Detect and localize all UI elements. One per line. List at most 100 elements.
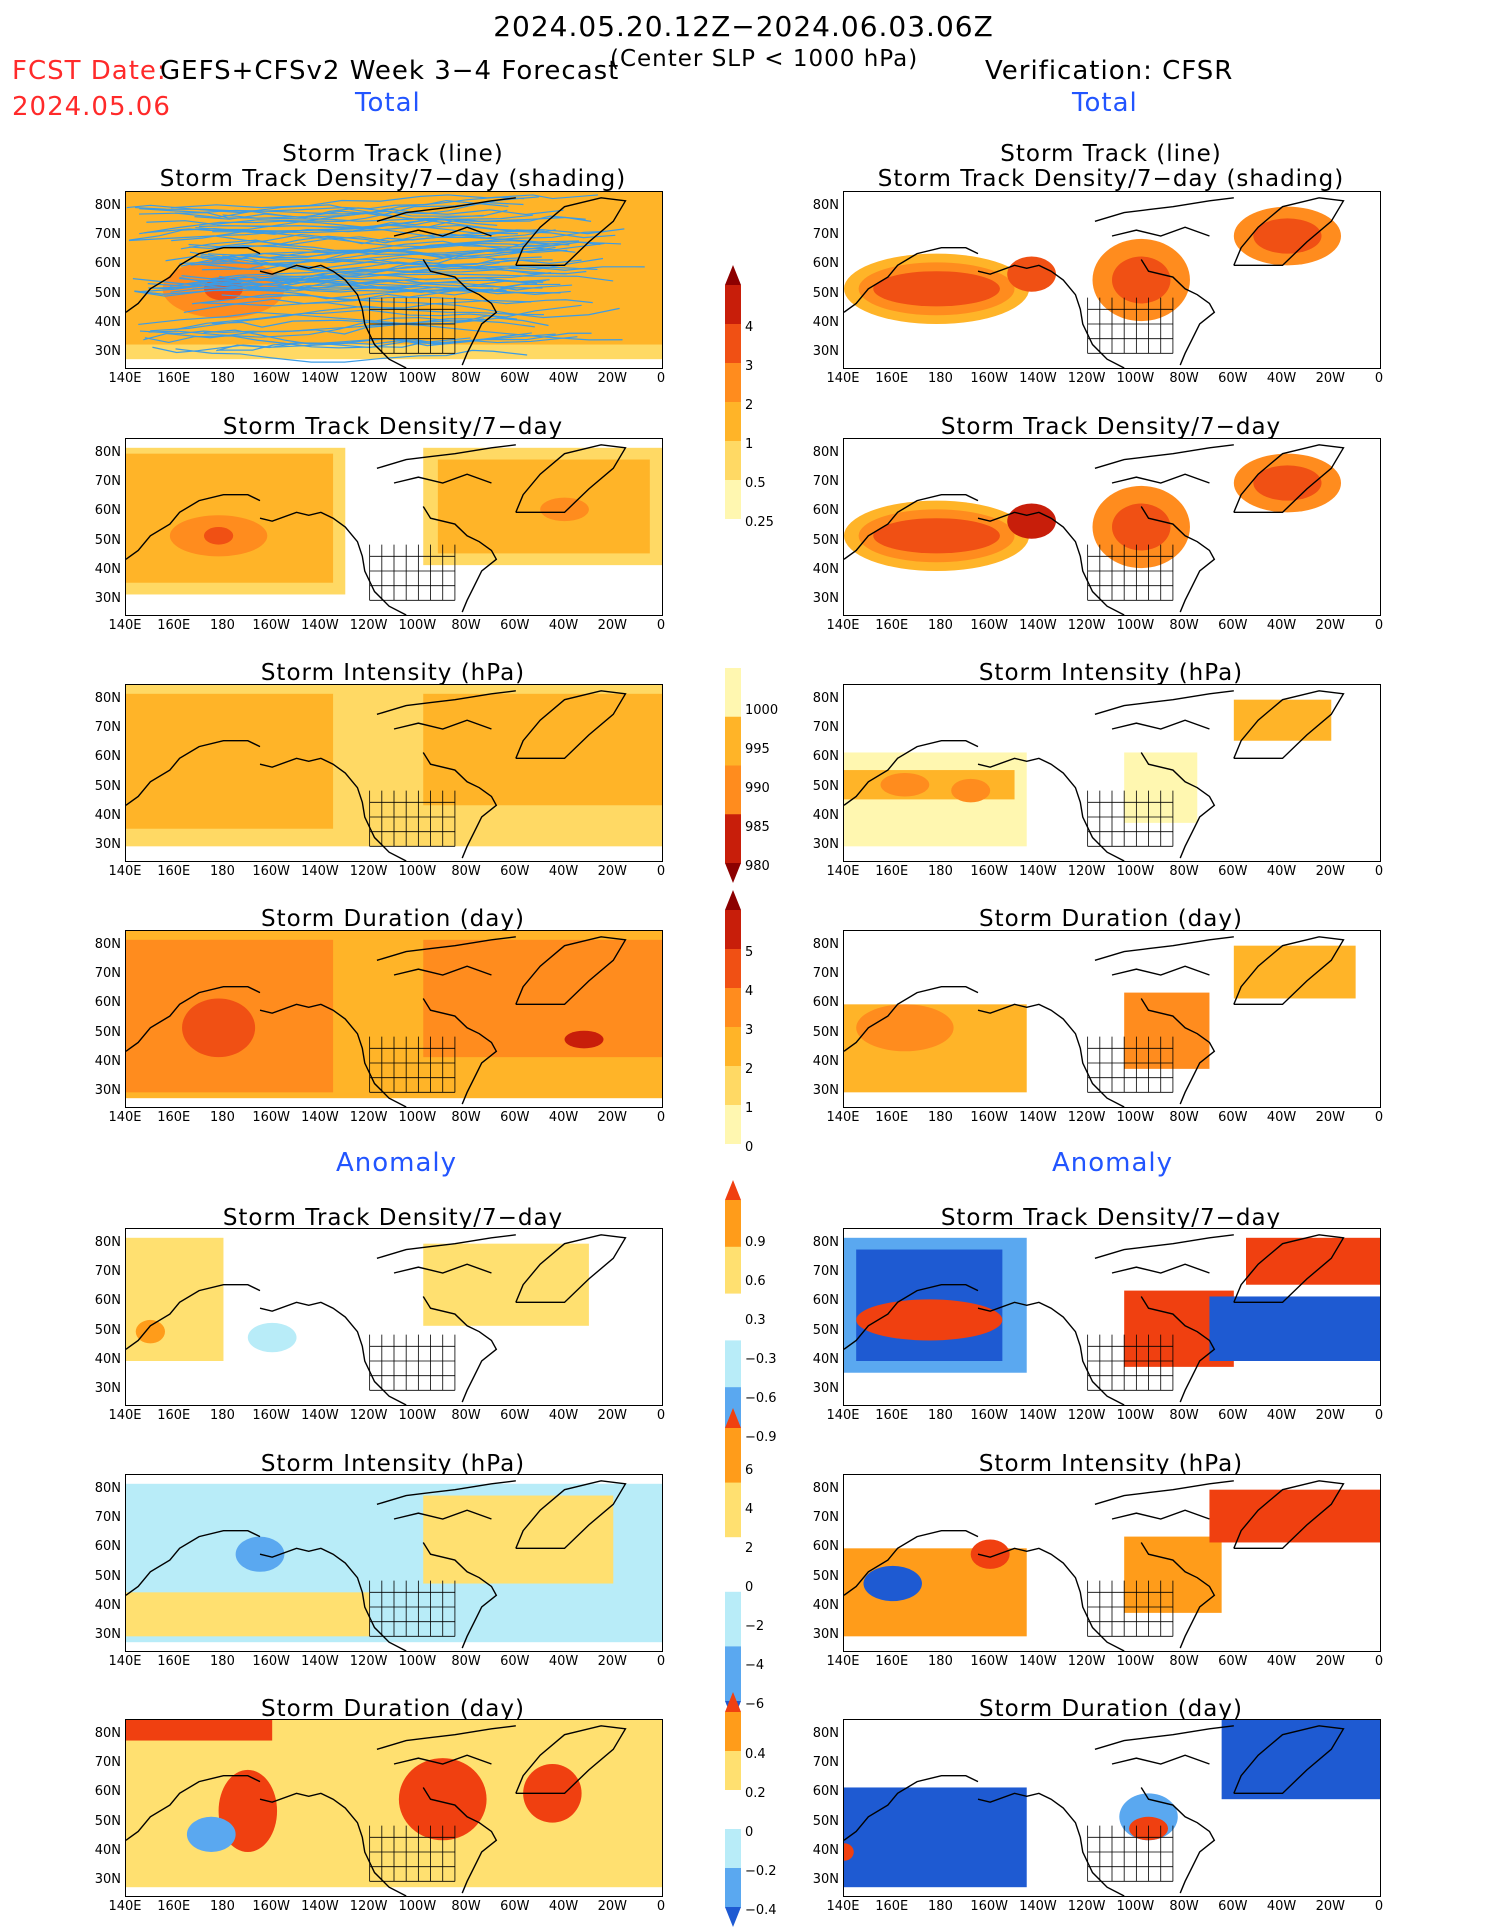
lon-tick-label: 100W [392, 1899, 442, 1914]
map-field [844, 1229, 1380, 1405]
lon-tick-label: 140W [295, 1110, 345, 1125]
lat-tick-label: 40N [799, 808, 839, 823]
lat-tick-label: 50N [799, 779, 839, 794]
lon-tick-label: 80W [441, 1110, 491, 1125]
lon-tick-label: 140E [100, 1899, 150, 1914]
lat-tick-label: 70N [799, 1510, 839, 1525]
lon-tick-label: 0 [636, 1110, 686, 1125]
lon-tick-label: 160E [867, 1654, 917, 1669]
lon-tick-label: 100W [1110, 1110, 1160, 1125]
lat-tick-label: 60N [81, 1293, 121, 1308]
panel-title-r1-0-0: Storm Track (line) [65, 141, 721, 167]
lon-tick-label: 60W [490, 1110, 540, 1125]
lon-tick-label: 120W [1062, 1408, 1112, 1423]
lat-tick-label: 40N [81, 1598, 121, 1613]
lat-tick-label: 30N [81, 837, 121, 852]
lat-tick-label: 40N [799, 1843, 839, 1858]
panel-title-r2-1-0: Storm Track Density/7−day [783, 414, 1439, 440]
lat-tick-label: 80N [81, 198, 121, 213]
lon-tick-label: 140W [1013, 1899, 1063, 1914]
lon-tick-label: 140E [100, 1654, 150, 1669]
panel-title-r2-0-0: Storm Track Density/7−day [65, 414, 721, 440]
lon-tick-label: 20W [587, 1110, 637, 1125]
lon-tick-label: 120W [1062, 864, 1112, 879]
section-anomaly-left: Anomaly [336, 1148, 457, 1178]
lon-tick-label: 120W [344, 1110, 394, 1125]
lon-tick-label: 120W [344, 1408, 394, 1423]
map-panel-r4-forecast [125, 930, 663, 1108]
lat-tick-label: 30N [799, 1627, 839, 1642]
colorbar-tick-label: 0 [745, 1580, 753, 1595]
lat-tick-label: 50N [799, 1569, 839, 1584]
colorbar-tick-label: 2 [745, 398, 753, 413]
colorbar-tick-label: 0.3 [745, 1313, 766, 1328]
section-total-left: Total [355, 88, 421, 118]
map-field [126, 192, 662, 368]
lon-tick-label: 80W [441, 618, 491, 633]
lat-tick-label: 30N [81, 1381, 121, 1396]
colorbar-tick-label: 2 [745, 1062, 753, 1077]
lon-tick-label: 160E [867, 1408, 917, 1423]
lat-tick-label: 40N [81, 1843, 121, 1858]
lon-tick-label: 40W [1257, 618, 1307, 633]
map-panel-r3-verification [843, 684, 1381, 862]
lon-tick-label: 140W [295, 618, 345, 633]
colorbar-tick-label: 4 [745, 984, 753, 999]
lon-tick-label: 40W [539, 864, 589, 879]
lat-tick-label: 70N [799, 720, 839, 735]
verification-label: Verification: CFSR [985, 56, 1233, 86]
lon-tick-label: 60W [490, 864, 540, 879]
lon-tick-label: 100W [1110, 371, 1160, 386]
lon-tick-label: 0 [636, 371, 686, 386]
lat-tick-label: 40N [81, 808, 121, 823]
lon-tick-label: 80W [1159, 371, 1209, 386]
colorbar-density_total [723, 265, 743, 539]
lat-tick-label: 60N [799, 503, 839, 518]
lon-tick-label: 160E [867, 1899, 917, 1914]
lon-tick-label: 0 [1354, 1899, 1404, 1914]
lon-tick-label: 100W [392, 1654, 442, 1669]
lon-tick-label: 160E [149, 1654, 199, 1669]
lat-tick-label: 70N [799, 474, 839, 489]
lon-tick-label: 80W [441, 864, 491, 879]
lon-tick-label: 140E [818, 1408, 868, 1423]
lon-tick-label: 100W [392, 371, 442, 386]
lat-tick-label: 80N [81, 691, 121, 706]
lon-tick-label: 120W [1062, 1654, 1112, 1669]
lat-tick-label: 80N [81, 1235, 121, 1250]
map-panel-r2-forecast [125, 438, 663, 616]
lon-tick-label: 60W [490, 1899, 540, 1914]
lon-tick-label: 0 [636, 618, 686, 633]
lon-tick-label: 180 [915, 371, 965, 386]
lon-tick-label: 20W [587, 1899, 637, 1914]
lon-tick-label: 180 [915, 1408, 965, 1423]
colorbar-tick-label: 990 [745, 781, 770, 796]
lon-tick-label: 20W [1305, 1408, 1355, 1423]
lon-tick-label: 60W [1208, 618, 1258, 633]
lat-tick-label: 40N [799, 562, 839, 577]
lon-tick-label: 120W [1062, 1899, 1112, 1914]
lon-tick-label: 140W [1013, 864, 1063, 879]
lat-tick-label: 30N [799, 1083, 839, 1098]
lat-tick-label: 30N [81, 1872, 121, 1887]
lat-tick-label: 40N [81, 1352, 121, 1367]
map-field [844, 1475, 1380, 1651]
map-field [126, 931, 662, 1107]
lon-tick-label: 0 [1354, 864, 1404, 879]
lon-tick-label: 60W [1208, 1408, 1258, 1423]
map-panel-r5-verification [843, 1228, 1381, 1406]
lon-tick-label: 0 [1354, 618, 1404, 633]
lon-tick-label: 0 [636, 1654, 686, 1669]
colorbar-tick-label: 0 [745, 1140, 753, 1155]
lon-tick-label: 180 [197, 864, 247, 879]
lon-tick-label: 20W [587, 864, 637, 879]
colorbar-tick-label: 4 [745, 1502, 753, 1517]
section-anomaly-right: Anomaly [1052, 1148, 1173, 1178]
colorbar-tick-label: −2 [745, 1619, 764, 1634]
colorbar-tick-label: 0.6 [745, 1274, 766, 1289]
model-label: GEFS+CFSv2 Week 3−4 Forecast [160, 56, 619, 86]
lat-tick-label: 60N [81, 1539, 121, 1554]
lat-tick-label: 80N [799, 1726, 839, 1741]
lon-tick-label: 100W [392, 618, 442, 633]
lat-tick-label: 50N [81, 533, 121, 548]
